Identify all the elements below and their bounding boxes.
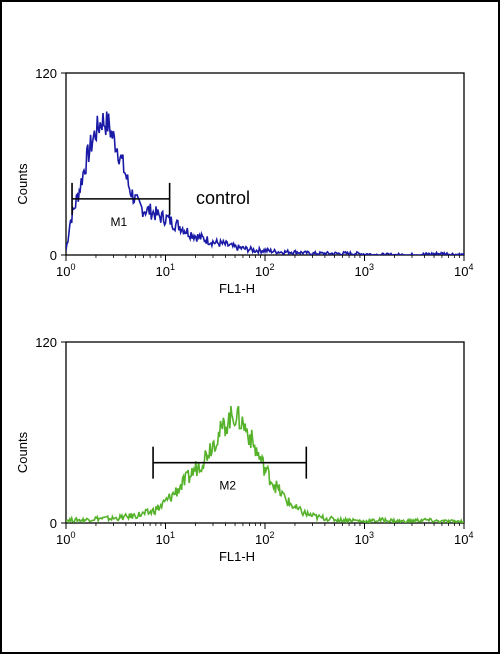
x-tick-label: 101 (156, 530, 175, 547)
x-tick-exponent: 1 (170, 262, 175, 272)
y-axis-label: Counts (15, 163, 30, 205)
x-tick-base: 10 (355, 532, 369, 547)
x-tick-base: 10 (56, 264, 70, 279)
x-tick-base: 10 (355, 264, 369, 279)
x-tick-exponent: 4 (468, 262, 473, 272)
y-tick-label: 120 (35, 66, 57, 81)
x-tick-exponent: 2 (269, 262, 274, 272)
x-tick-label: 100 (56, 530, 75, 547)
x-tick-exponent: 0 (70, 262, 75, 272)
x-axis-label: FL1-H (219, 549, 255, 564)
x-tick-exponent: 4 (468, 530, 473, 540)
x-tick-label: 104 (454, 530, 473, 547)
x-tick-exponent: 3 (369, 262, 374, 272)
y-tick-label: 0 (50, 248, 57, 263)
y-axis-label: Counts (15, 431, 30, 473)
plot-border (65, 341, 465, 524)
x-tick-exponent: 3 (369, 530, 374, 540)
x-tick-base: 10 (56, 532, 70, 547)
x-tick-base: 10 (454, 532, 468, 547)
gate-label: M2 (219, 479, 236, 493)
y-tick-label: 0 (50, 516, 57, 531)
x-tick-exponent: 0 (70, 530, 75, 540)
x-tick-label: 101 (156, 262, 175, 279)
x-axis-label: FL1-H (219, 281, 255, 296)
x-tick-label: 104 (454, 262, 473, 279)
x-tick-label: 102 (255, 262, 274, 279)
x-tick-base: 10 (255, 532, 269, 547)
x-tick-base: 10 (255, 264, 269, 279)
x-tick-label: 102 (255, 530, 274, 547)
x-tick-base: 10 (156, 532, 170, 547)
x-tick-label: 103 (355, 530, 374, 547)
x-tick-exponent: 1 (170, 530, 175, 540)
gate-label: M1 (110, 215, 127, 229)
x-tick-exponent: 2 (269, 530, 274, 540)
x-tick-label: 103 (355, 262, 374, 279)
y-tick-label: 120 (35, 335, 57, 350)
annotation-label: control (196, 188, 250, 208)
histogram-series-line (66, 405, 464, 523)
x-tick-base: 10 (454, 264, 468, 279)
x-tick-label: 100 (56, 262, 75, 279)
x-tick-base: 10 (156, 264, 170, 279)
histogram-series-line (66, 111, 464, 255)
